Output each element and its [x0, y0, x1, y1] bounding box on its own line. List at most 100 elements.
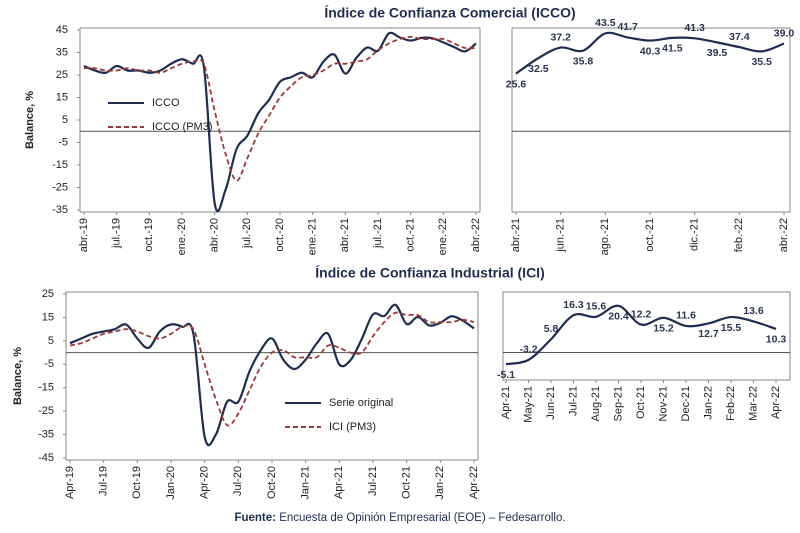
series-line [69, 311, 475, 427]
x-tick-label: jul.-21 [372, 218, 384, 249]
x-tick-label: Jan-22 [702, 386, 714, 420]
y-tick-label: 15 [56, 91, 68, 103]
y-tick-label: 5 [48, 335, 54, 347]
x-tick-label: oct.-19 [143, 218, 155, 252]
y-tick-label: -35 [52, 204, 68, 216]
chart-title: Índice de Confianza Comercial (ICCO) [324, 5, 575, 21]
x-tick-label: abr.-22 [778, 218, 790, 252]
x-tick-label: Oct-21 [401, 466, 413, 499]
x-tick-label: Jul-20 [232, 466, 244, 496]
x-tick-label: oct.-21 [644, 218, 656, 252]
data-label: 41.5 [662, 43, 683, 55]
data-label: 35.5 [751, 56, 772, 68]
x-tick-label: abr.-21 [510, 218, 522, 252]
data-label: 16.3 [563, 299, 584, 311]
data-label: 39.0 [774, 27, 795, 39]
data-label: 12.7 [698, 328, 719, 340]
x-tick-label: May-21 [522, 386, 534, 423]
footer: Fuente: Encuesta de Opinión Empresarial … [234, 512, 565, 524]
data-label: 25.6 [506, 78, 527, 90]
data-label: 41.3 [684, 22, 705, 34]
x-tick-label: oct.-21 [405, 218, 417, 252]
y-tick-label: -15 [52, 159, 68, 171]
x-tick-label: Oct-19 [131, 466, 143, 499]
x-tick-label: abr.-20 [209, 218, 221, 252]
data-label: -3.2 [519, 344, 537, 356]
data-label: 15.5 [721, 322, 742, 334]
x-tick-label: Dec-21 [680, 386, 692, 421]
plot-frame [79, 27, 481, 213]
series-line [515, 31, 785, 75]
x-tick-label: Mar-22 [747, 386, 759, 421]
x-tick-label: Jun-21 [545, 386, 557, 420]
y-tick-label: -45 [38, 452, 54, 464]
y-tick-label: -25 [38, 405, 54, 417]
legend-label: ICCO [152, 97, 180, 109]
chart-title: Índice de Confianza Industrial (ICI) [315, 265, 544, 281]
x-tick-label: ene.-20 [176, 218, 188, 255]
data-label: 39.5 [707, 47, 728, 59]
x-tick-label: ago.-21 [599, 218, 611, 255]
x-tick-label: Jan-21 [300, 466, 312, 500]
plot-frame [511, 27, 791, 213]
data-label: 37.4 [729, 31, 750, 43]
x-tick-label: jul.-19 [111, 218, 123, 249]
data-label: 13.6 [743, 305, 764, 317]
data-label: 35.8 [573, 55, 594, 67]
x-tick-label: abr.-19 [78, 218, 90, 252]
data-label: 5.8 [544, 323, 559, 335]
x-tick-label: ene.-21 [307, 218, 319, 255]
footer-text: Encuesta de Opinión Empresarial (EOE) – … [279, 512, 565, 524]
data-label: 15.6 [586, 301, 607, 313]
x-tick-label: Jul-21 [367, 466, 379, 496]
series-line [83, 31, 477, 213]
data-label: 20.4 [608, 311, 629, 323]
y-tick-label: 45 [56, 24, 68, 36]
x-tick-label: Apr-21 [333, 466, 345, 499]
x-tick-label: Jul-21 [567, 386, 579, 416]
y-tick-label: 25 [56, 69, 68, 81]
x-tick-label: abr.-22 [470, 218, 482, 252]
x-tick-label: dic.-21 [689, 218, 701, 251]
plot-frame [502, 291, 791, 381]
x-tick-label: jul.-20 [241, 218, 253, 249]
y-axis-label: Balance, % [12, 347, 24, 405]
x-tick-label: oct.-20 [274, 218, 286, 252]
legend-label: ICCO (PM3) [152, 121, 213, 133]
x-tick-label: Feb-22 [725, 386, 737, 421]
legend-label: Serie original [329, 397, 393, 409]
data-label: -5.1 [497, 369, 515, 381]
x-tick-label: ene.-22 [437, 218, 449, 255]
x-tick-label: feb.-22 [733, 218, 745, 252]
y-tick-label: -35 [38, 428, 54, 440]
y-tick-label: -15 [38, 382, 54, 394]
x-tick-label: Apr-20 [199, 466, 211, 499]
x-tick-label: Apr-22 [770, 386, 782, 419]
x-tick-label: abr.-21 [339, 218, 351, 252]
x-tick-label: Jan-22 [434, 466, 446, 500]
y-tick-label: 25 [42, 288, 54, 300]
y-tick-label: 5 [62, 114, 68, 126]
data-label: 11.6 [676, 310, 696, 322]
x-tick-label: Aug-21 [590, 386, 602, 421]
x-tick-label: jun.-21 [555, 218, 567, 253]
y-axis-label: Balance, % [24, 91, 36, 149]
data-label: 40.3 [640, 45, 661, 57]
x-tick-label: Oct-20 [266, 466, 278, 499]
data-label: 43.5 [595, 17, 616, 29]
series-line [83, 35, 477, 182]
x-tick-label: Oct-21 [635, 386, 647, 419]
x-tick-label: Nov-21 [657, 386, 669, 421]
data-label: 12.2 [631, 308, 652, 320]
x-tick-label: Jan-20 [165, 466, 177, 500]
x-tick-label: Apr-19 [64, 466, 76, 499]
data-label: 32.5 [528, 63, 549, 75]
legend-label: ICI (PM3) [329, 421, 376, 433]
series-line [505, 304, 777, 366]
x-tick-label: Sep-21 [612, 386, 624, 421]
y-tick-label: -25 [52, 181, 68, 193]
data-label: 15.2 [653, 323, 674, 335]
x-tick-label: Apr-22 [468, 466, 480, 499]
x-tick-label: Apr-21 [500, 386, 512, 419]
